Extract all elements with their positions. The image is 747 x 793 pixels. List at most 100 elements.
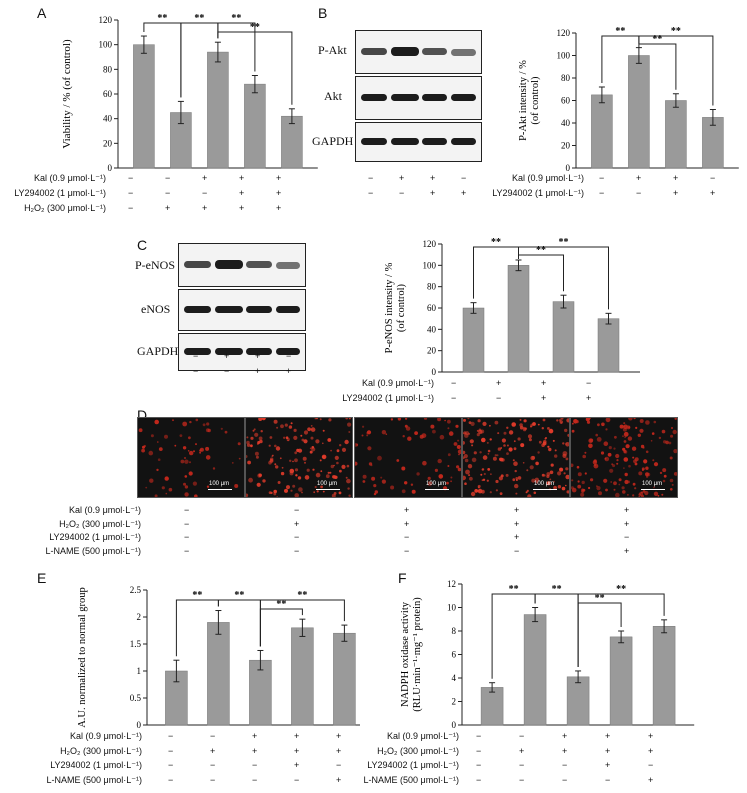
scale-bar-label: 100 μm	[209, 481, 230, 487]
significance-label: **	[509, 584, 519, 595]
bar	[207, 622, 230, 726]
panel-label-e: E	[37, 570, 47, 586]
treatment-mark: −	[451, 378, 457, 388]
treatment-mark: −	[476, 745, 482, 756]
y-tick-label: 120	[423, 239, 437, 249]
y-tick-label: 0	[452, 720, 457, 730]
bar	[507, 265, 530, 373]
treatment-name: LY294002 (1 μmol·L⁻¹)	[492, 188, 584, 198]
treatment-mark: +	[252, 731, 258, 741]
bar	[207, 51, 229, 169]
significance-label: **	[595, 593, 605, 604]
significance-bracket	[518, 254, 564, 292]
treatment-mark: +	[336, 774, 342, 785]
panel-label-d: D	[137, 407, 148, 423]
treatment-name: Kal (0.9 μmol·L⁻¹)	[70, 731, 142, 741]
treatment-mark: −	[476, 731, 482, 741]
treatment-mark: +	[294, 745, 300, 756]
treatment-mark: +	[562, 731, 568, 741]
treatment-mark: −	[184, 532, 190, 542]
treatment-mark: −	[519, 760, 525, 770]
treatment-mark: +	[673, 188, 679, 198]
treatment-mark: +	[605, 760, 611, 770]
treatment-mark: +	[541, 378, 547, 388]
fluorescence-image: 100 μm	[245, 417, 353, 498]
treatment-mark: −	[286, 351, 292, 361]
treatment-mark: +	[276, 188, 282, 198]
treatment-mark: +	[519, 745, 525, 756]
treatment-mark: +	[399, 173, 405, 183]
y-tick-label: 60	[427, 303, 437, 313]
significance-label: **	[652, 34, 662, 45]
blot-c-p-enos	[178, 243, 306, 287]
treatment-mark: −	[210, 774, 216, 785]
nadph-oxidase-chart: 0 2 4 6 8 10 12 NADPH oxidase activity (RLU·min⁻…	[400, 579, 695, 730]
y-tick-label: 100	[99, 40, 113, 50]
y-tick-label: 100	[423, 260, 437, 270]
fluorescence-image: 100 μm	[570, 417, 678, 498]
p-akt-intensity-chart: 0 20 40 60 80 100 120 P-Akt intensity / % (of co…	[518, 26, 739, 173]
significance-label: **	[234, 590, 244, 601]
treatment-mark: +	[648, 774, 654, 785]
y-tick-label: 8	[452, 626, 457, 636]
fluorescence-image: 100 μm	[354, 417, 462, 498]
treatment-mark: −	[168, 745, 174, 756]
y-tick-label: 2.5	[130, 585, 142, 595]
treatment-mark: +	[586, 393, 592, 403]
y-axis-label: P-Akt intensity / %	[518, 60, 529, 141]
y-axis-label: P-eNOS intensity / %	[384, 262, 395, 353]
scale-bar-label: 100 μm	[317, 481, 338, 487]
bar	[652, 626, 676, 726]
significance-label: **	[615, 26, 625, 37]
treatment-name: LY294002 (1 μmol·L⁻¹)	[342, 393, 434, 403]
fluorescence-image: 100 μm	[137, 417, 245, 498]
treatment-name: L-NAME (500 μmol·L⁻¹)	[46, 774, 142, 785]
treatment-name: H₂O₂ (300 μmol·L⁻¹)	[24, 203, 106, 213]
y-tick-label: 20	[427, 346, 437, 356]
treatment-name: H₂O₂ (300 μmol·L⁻¹)	[59, 518, 141, 529]
y-axis-label: (RLU·min⁻¹·mg⁻¹ protein)	[412, 597, 423, 712]
treatment-mark: +	[541, 393, 547, 403]
treatment-mark: −	[519, 731, 525, 741]
treatment-mark: +	[624, 545, 630, 556]
treatment-mark: +	[336, 745, 342, 756]
panel-label-b: B	[318, 5, 328, 21]
significance-label: **	[192, 590, 202, 601]
treatment-mark: −	[624, 532, 630, 542]
y-axis-label: NADPH oxidase activity	[400, 601, 411, 707]
treatment-mark: +	[496, 378, 502, 388]
y-axis-label: (of control)	[396, 283, 407, 332]
y-tick-label: 12	[447, 579, 456, 589]
treatment-mark: −	[648, 760, 654, 770]
treatment-name: LY294002 (1 μmol·L⁻¹)	[49, 532, 141, 542]
treatment-name: Kal (0.9 μmol·L⁻¹)	[34, 173, 106, 183]
significance-label: **	[616, 584, 626, 595]
treatment-mark: +	[404, 518, 410, 529]
y-tick-label: 0	[137, 720, 142, 730]
y-tick-label: 20	[561, 141, 571, 151]
treatment-mark: −	[294, 532, 300, 542]
treatment-name: H₂O₂ (300 μmol·L⁻¹)	[377, 745, 459, 756]
blot-b-akt	[355, 76, 482, 120]
y-tick-label: 80	[103, 64, 113, 74]
bar	[333, 632, 356, 726]
blot-b-p-akt	[355, 30, 482, 74]
treatment-mark: −	[636, 188, 642, 198]
bar	[291, 627, 314, 726]
y-tick-label: 120	[557, 28, 571, 38]
significance-label: **	[276, 599, 286, 610]
significance-bracket	[638, 43, 677, 90]
treatment-mark: −	[294, 774, 300, 785]
treatment-mark: −	[193, 366, 199, 376]
bar	[480, 687, 504, 726]
treatment-mark: +	[624, 505, 630, 515]
significance-label: **	[559, 237, 569, 248]
y-tick-label: 20	[103, 138, 113, 148]
treatment-mark: +	[255, 351, 261, 361]
treatment-mark: −	[586, 378, 592, 388]
y-tick-label: 2	[137, 612, 142, 622]
bar	[523, 614, 547, 726]
y-axis-label: A.U. normalized to normal group	[77, 587, 88, 728]
treatment-mark: −	[168, 774, 174, 785]
treatment-mark: +	[624, 518, 630, 529]
